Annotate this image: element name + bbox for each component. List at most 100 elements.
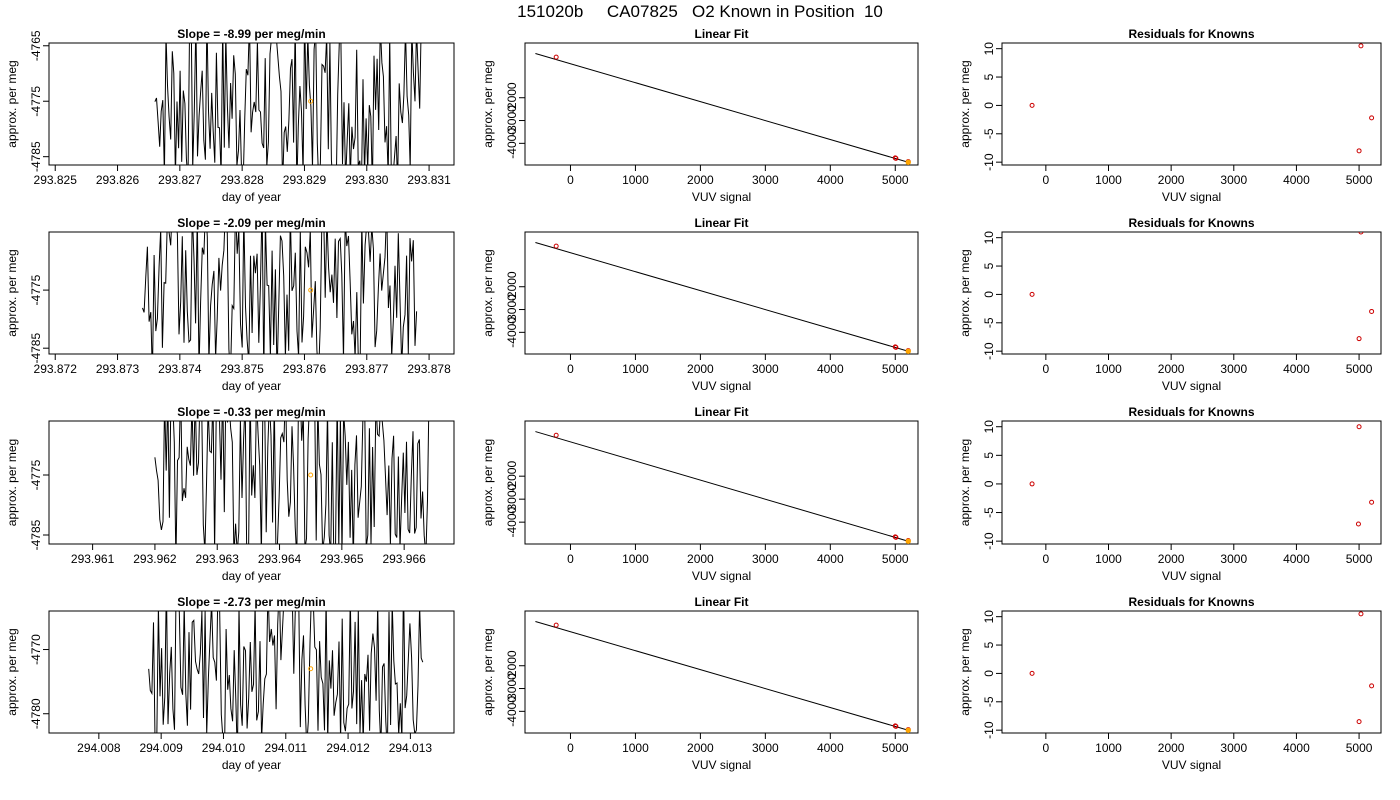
y-tick-label: -4785 [29,519,43,550]
highlight-point [905,727,911,733]
data-point [1358,43,1364,49]
y-tick-label: 5 [982,262,996,269]
x-axis-label: VUV signal [692,569,751,583]
x-tick-label: 293.964 [258,552,302,566]
x-axis-label: day of year [222,569,281,583]
data-point [893,534,899,540]
x-tick-label: 1000 [1095,552,1122,566]
plot-area [535,242,911,354]
plot-area [1029,43,1375,154]
x-tick-label: 294.011 [265,741,308,755]
x-tick-label: 293.828 [220,173,264,187]
y-axis-label: approx. per meg [481,439,495,526]
y-tick-label: -4770 [29,634,43,665]
data-point [893,344,899,350]
plot-frame [1001,420,1382,545]
plot-area [1029,424,1375,527]
series-line [142,232,418,354]
x-tick-label: 2000 [687,552,714,566]
y-tick-label: -10 [982,532,996,550]
panel-r2c2: Linear Fit 0 1000 2000 3000 4000 5000 -2000-300… [481,216,919,393]
x-tick-label: 4000 [817,362,844,376]
panel-title: Residuals for Knowns [1128,405,1254,419]
x-tick-label: 2000 [1158,552,1185,566]
x-tick-label: 293.827 [158,173,202,187]
panel-r3c2: Linear Fit 0 1000 2000 3000 4000 5000 -2000-300… [481,405,919,583]
panel-r3c1: Slope = -0.33 per meg/min 293.961 293.962 2… [5,405,455,583]
highlight-point [905,538,911,544]
x-tick-label: 0 [567,362,574,376]
x-tick-label: 0 [567,173,574,187]
data-point [1029,102,1035,108]
plot-frame [524,610,919,734]
data-point [1356,148,1362,154]
x-tick-label: 294.008 [77,741,121,755]
y-tick-label: -3000 [505,105,519,136]
data-point [893,723,899,729]
figure-title: 151020b CA07825 O2 Known in Position 10 [517,2,883,21]
x-tick-label: 5000 [1346,741,1373,755]
y-tick-label: 5 [982,452,996,459]
x-tick-label: 0 [567,552,574,566]
x-tick-label: 293.825 [34,173,78,187]
panel-title: Linear Fit [694,405,748,419]
y-tick-label: -4775 [29,274,43,305]
panel-title: Slope = -2.09 per meg/min [177,216,325,230]
panel-title: Slope = -2.73 per meg/min [177,595,325,609]
data-point [553,432,559,438]
x-tick-label: 293.831 [407,173,451,187]
x-tick-label: 294.013 [389,741,433,755]
y-tick-label: -4000 [505,317,519,348]
x-tick-label: 5000 [1346,552,1373,566]
plot-frame [48,42,455,166]
x-tick-label: 293.876 [283,362,327,376]
data-point [1355,521,1361,527]
plot-frame [524,420,919,545]
x-tick-label: 5000 [882,362,909,376]
y-tick-label: -4785 [29,141,43,172]
y-tick-label: -3000 [505,294,519,325]
x-axis-label: day of year [222,379,281,393]
x-tick-label: 3000 [752,741,779,755]
series-line [154,421,430,544]
series-line [148,611,424,733]
x-tick-label: 293.830 [345,173,389,187]
x-tick-label: 1000 [1095,741,1122,755]
panel-title: Slope = -8.99 per meg/min [177,27,325,41]
plot-area [535,431,911,544]
y-tick-label: 0 [982,291,996,298]
x-tick-label: 4000 [817,552,844,566]
x-tick-label: 293.875 [220,362,264,376]
panel-title: Linear Fit [694,216,748,230]
panel-r4c3: Residuals for Knowns 0 1000 2000 3000 4000 500… [958,595,1382,772]
plot-area [154,421,430,544]
x-tick-label: 0 [1043,552,1050,566]
y-axis-label: approx. per meg [5,439,19,526]
x-axis-label: VUV signal [1162,379,1221,393]
x-tick-label: 2000 [687,173,714,187]
x-axis-label: day of year [222,758,281,772]
x-tick-label: 293.873 [96,362,140,376]
x-tick-label: 2000 [1158,741,1185,755]
x-axis-label: VUV signal [1162,758,1221,772]
x-axis-label: VUV signal [692,758,751,772]
y-tick-label: -2000 [505,271,519,302]
y-tick-label: -3000 [505,484,519,515]
fit-line [535,621,909,731]
y-tick-label: -2000 [505,461,519,492]
y-tick-label: 10 [982,231,996,245]
y-tick-label: -4000 [505,696,519,727]
y-tick-label: -4780 [29,698,43,729]
y-axis-label: approx. per meg [958,249,972,336]
plot-area [1029,232,1375,342]
y-tick-label: 10 [982,42,996,56]
x-tick-label: 4000 [817,173,844,187]
x-tick-label: 4000 [817,741,844,755]
x-tick-label: 293.874 [158,362,202,376]
panel-title: Residuals for Knowns [1128,27,1254,41]
x-tick-label: 3000 [752,362,779,376]
x-tick-label: 2000 [687,362,714,376]
plot-frame [1001,42,1382,166]
data-point [1358,232,1364,235]
